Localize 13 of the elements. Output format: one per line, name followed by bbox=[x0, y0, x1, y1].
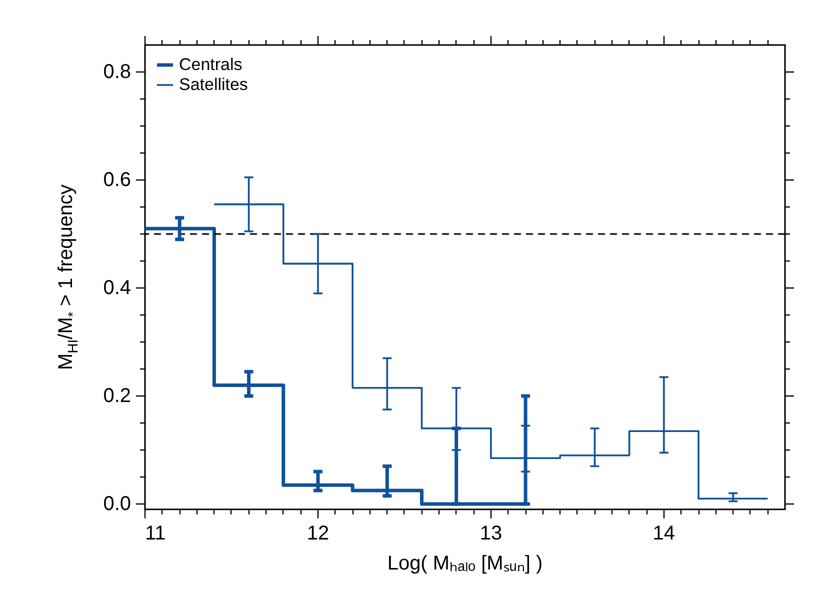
x-tick-label: 11 bbox=[145, 522, 166, 544]
y-tick-label: 0.4 bbox=[103, 276, 132, 299]
y-axis-title: MHI/M* > 1 frequency bbox=[55, 184, 81, 370]
y-tick-label: 0.2 bbox=[103, 384, 132, 407]
x-tick-label: 12 bbox=[306, 522, 330, 544]
y-tick-label: 0.6 bbox=[103, 168, 132, 191]
x-tick-label: 14 bbox=[652, 522, 676, 544]
x-tick-label: 13 bbox=[480, 522, 502, 544]
legend-label: Satellites bbox=[179, 75, 248, 94]
legend-label: Centrals bbox=[179, 55, 242, 74]
y-tick-label: 0.0 bbox=[103, 492, 132, 515]
y-tick-label: 0.8 bbox=[103, 61, 132, 83]
x-axis-title: Log( Mₕₐₗₒ [Mₛᵤₙ] ) bbox=[387, 552, 543, 574]
